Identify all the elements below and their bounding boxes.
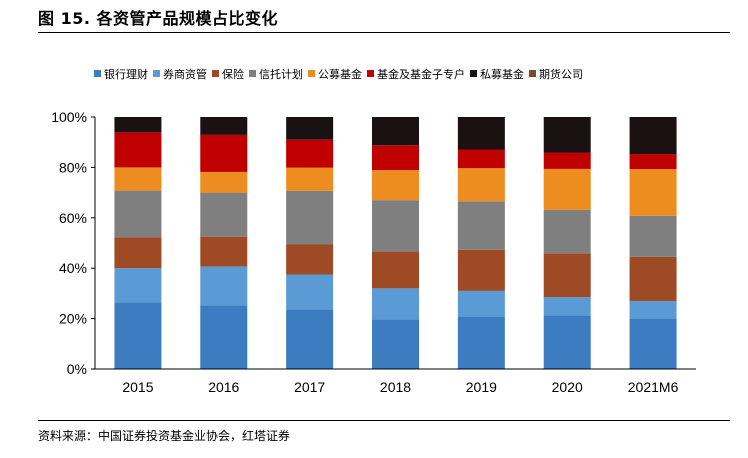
bar-segment-3: [286, 190, 334, 245]
bar-segment-1: [286, 274, 334, 310]
chart-legend: 银行理财 券商资管 保险 信托计划 公募基金 基金及基金子专户 私募基金 期货公司: [94, 67, 583, 81]
x-tick-label: 2018: [380, 379, 411, 395]
x-tick-label: 2021M6: [628, 379, 679, 395]
y-tick-label: 20%: [59, 311, 87, 327]
bar-segment-2: [629, 256, 677, 301]
bar-segment-0: [372, 319, 419, 369]
bar-segment-3: [457, 201, 505, 250]
source-rule: [38, 420, 730, 421]
bar-segment-1: [114, 268, 162, 303]
source-note: 资料来源：中国证券投资基金业协会，红塔证券: [38, 429, 291, 443]
bar-segment-5: [286, 139, 334, 168]
legend-swatch-2: [212, 70, 219, 77]
y-tick-label: 80%: [59, 159, 87, 175]
y-tick-label: 100%: [51, 109, 87, 125]
bar-segment-6: [543, 117, 591, 153]
legend-label-6: 私募基金: [480, 67, 524, 81]
bar-segment-5: [114, 132, 162, 168]
bar-segment-0: [286, 309, 334, 369]
bar-segment-5: [629, 154, 677, 170]
bar-segment-5: [200, 134, 248, 172]
legend-label-5: 基金及基金子专户: [377, 67, 465, 81]
bar-segment-0: [200, 305, 248, 369]
bar-segment-6: [200, 117, 248, 135]
bar-segment-2: [114, 237, 162, 269]
bar-segment-0: [457, 316, 505, 369]
bar-segment-1: [457, 290, 505, 317]
x-tick-label: 2015: [122, 379, 153, 395]
bar-segment-0: [629, 318, 677, 369]
bar-segment-6: [457, 117, 505, 150]
bar-segment-6: [286, 117, 334, 140]
title-rule: [38, 32, 730, 33]
bar-segment-4: [457, 168, 505, 202]
bar-segment-4: [543, 168, 591, 210]
legend-swatch-6: [470, 70, 477, 77]
plot-area: 0% 20% 40% 60% 80% 100% 2015 2016 2017 2018 2019 20…: [51, 109, 696, 395]
bar-segment-5: [372, 145, 419, 171]
bar-segment-0: [114, 302, 162, 369]
y-tick-label: 60%: [59, 210, 87, 226]
legend-label-1: 券商资管: [163, 67, 207, 81]
bar-segment-2: [286, 244, 334, 275]
bar-segment-4: [629, 169, 677, 216]
bar-segment-6: [372, 117, 419, 146]
bar-segment-5: [543, 152, 591, 169]
legend-swatch-1: [153, 70, 160, 77]
bar-segment-2: [457, 249, 505, 291]
legend-label-7: 期货公司: [539, 67, 583, 81]
legend-label-3: 信托计划: [259, 67, 303, 81]
bar-segment-1: [629, 300, 677, 319]
bar-segment-3: [372, 200, 419, 252]
legend-swatch-5: [367, 70, 374, 77]
legend-label-2: 保险: [222, 67, 244, 81]
legend-swatch-3: [249, 70, 256, 77]
bar-segment-3: [114, 190, 162, 238]
bar-segment-3: [543, 209, 591, 254]
bar-segment-3: [629, 215, 677, 257]
bar-segment-4: [286, 167, 334, 191]
legend-swatch-7: [529, 70, 536, 77]
y-tick-label: 40%: [59, 260, 87, 276]
x-tick-label: 2016: [208, 379, 239, 395]
legend-label-4: 公募基金: [318, 67, 362, 81]
x-tick-label: 2020: [552, 379, 583, 395]
y-tick-label: 0%: [67, 361, 87, 377]
legend-swatch-0: [94, 70, 101, 77]
bar-segment-5: [457, 149, 505, 169]
bar-segment-6: [629, 117, 677, 155]
bar-segment-1: [543, 297, 591, 316]
figure-title: 图 15. 各资管产品规模占比变化: [38, 9, 278, 28]
bar-segment-6: [114, 117, 162, 133]
bar-segment-2: [543, 253, 591, 298]
bar-segment-2: [372, 251, 419, 289]
legend-label-0: 银行理财: [104, 67, 148, 81]
bar-segment-1: [372, 288, 419, 320]
bar-segment-4: [200, 171, 248, 193]
bar-segment-4: [114, 167, 162, 191]
bar-segment-0: [543, 315, 591, 369]
bar-segment-1: [200, 266, 248, 306]
x-tick-label: 2017: [294, 379, 325, 395]
legend-swatch-4: [308, 70, 315, 77]
bar-segment-2: [200, 236, 248, 267]
x-tick-label: 2019: [466, 379, 497, 395]
bar-segment-4: [372, 170, 419, 201]
bar-segment-3: [200, 192, 248, 237]
